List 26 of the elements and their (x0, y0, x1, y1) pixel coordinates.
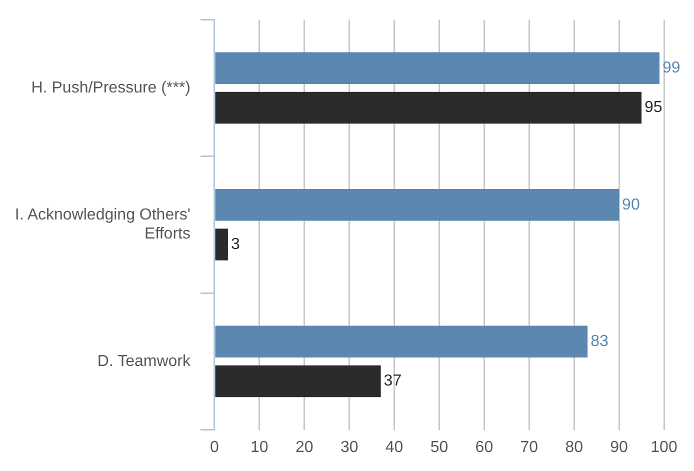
x-tick-label: 50 (430, 438, 448, 456)
data-label: 37 (384, 372, 402, 390)
bar (215, 365, 381, 398)
bar (215, 189, 620, 221)
bar (215, 52, 660, 84)
x-tick-label: 70 (520, 438, 538, 456)
x-tick-label: 90 (610, 438, 628, 456)
data-label: 3 (230, 236, 240, 253)
x-tick-label: 80 (565, 438, 584, 456)
x-tick-label: 60 (475, 438, 494, 456)
x-tick-label: 20 (295, 438, 314, 456)
x-tick-label: 100 (650, 438, 678, 456)
data-label: 90 (622, 196, 640, 214)
x-tick-label: 30 (340, 438, 358, 456)
x-tick-label: 10 (250, 438, 268, 456)
x-tick-label: 0 (210, 438, 220, 456)
y-tick-label: D. Teamwork (97, 352, 192, 370)
x-tick-label: 40 (385, 438, 404, 456)
bar (215, 326, 588, 358)
bar (215, 228, 228, 260)
bar (215, 92, 642, 124)
data-label: 99 (662, 60, 680, 77)
y-tick-label: H. Push/Pressure (***) (31, 79, 190, 96)
y-tick-label: I. Acknowledging Others' Efforts (14, 206, 190, 243)
data-label: 83 (590, 333, 608, 350)
data-label: 95 (644, 99, 662, 116)
